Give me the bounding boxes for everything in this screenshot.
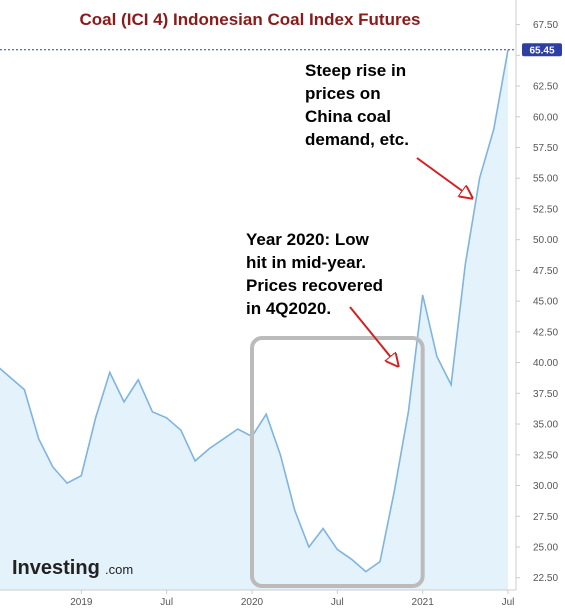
annotation-text: demand, etc. (305, 130, 409, 149)
y-tick-label: 30.00 (533, 481, 558, 492)
y-tick-label: 50.00 (533, 235, 558, 246)
annotation-text: Year 2020: Low (246, 230, 370, 249)
y-tick-label: 25.00 (533, 542, 558, 553)
x-tick-label: 2021 (412, 597, 435, 608)
red-arrow (349, 306, 398, 366)
year-2020-highlight-box (250, 336, 425, 588)
red-arrow (416, 157, 472, 198)
annotation-steep-rise: Steep rise in prices on China coal deman… (305, 61, 472, 198)
logo-wordmark: Investing (12, 557, 100, 579)
y-tick-label: 37.50 (533, 389, 558, 400)
y-tick-label: 40.00 (533, 358, 558, 369)
x-tick-label: 2019 (70, 597, 93, 608)
annotation-text: Prices recovered (246, 276, 383, 295)
current-price-tag-bg (522, 43, 562, 57)
annotation-text: prices on (305, 84, 381, 103)
annotation-text: in 4Q2020. (246, 299, 331, 318)
current-price-tag: 65.45 (522, 43, 562, 57)
x-tick-label: Jul (331, 597, 344, 608)
x-tick-label: Jul (160, 597, 173, 608)
y-tick-label: 57.50 (533, 143, 558, 154)
investing-logo: Investing .com (12, 557, 133, 579)
y-tick-label: 45.00 (533, 297, 558, 308)
x-tick-label: 2020 (241, 597, 264, 608)
y-tick-label: 32.50 (533, 450, 558, 461)
chart-title: Coal (ICI 4) Indonesian Coal Index Futur… (80, 10, 421, 29)
y-tick-label: 55.00 (533, 174, 558, 185)
y-tick-label: 42.50 (533, 327, 558, 338)
y-tick-label: 67.50 (533, 20, 558, 31)
y-tick-label: 35.00 (533, 420, 558, 431)
price-area-fill (0, 49, 508, 590)
current-price-label: 65.45 (529, 45, 554, 56)
y-tick-label: 52.50 (533, 204, 558, 215)
y-tick-label: 47.50 (533, 266, 558, 277)
x-tick-label: Jul (502, 597, 515, 608)
annotation-text: Steep rise in (305, 61, 406, 80)
logo-domain: .com (105, 562, 133, 577)
y-tick-label: 22.50 (533, 573, 558, 584)
y-tick-label: 62.50 (533, 82, 558, 93)
annotation-text: China coal (305, 107, 391, 126)
y-axis-ticks: 67.50 62.50 60.00 57.50 55.00 52.50 50.00 47.50… (516, 20, 558, 584)
y-tick-label: 60.00 (533, 112, 558, 123)
annotation-text: hit in mid-year. (246, 253, 366, 272)
x-axis-ticks: 2019 Jul 2020 Jul 2021 Jul (70, 590, 514, 608)
y-tick-label: 27.50 (533, 512, 558, 523)
plot-area (0, 49, 516, 590)
annotation-year-2020: Year 2020: Low hit in mid-year. Prices r… (246, 230, 398, 366)
